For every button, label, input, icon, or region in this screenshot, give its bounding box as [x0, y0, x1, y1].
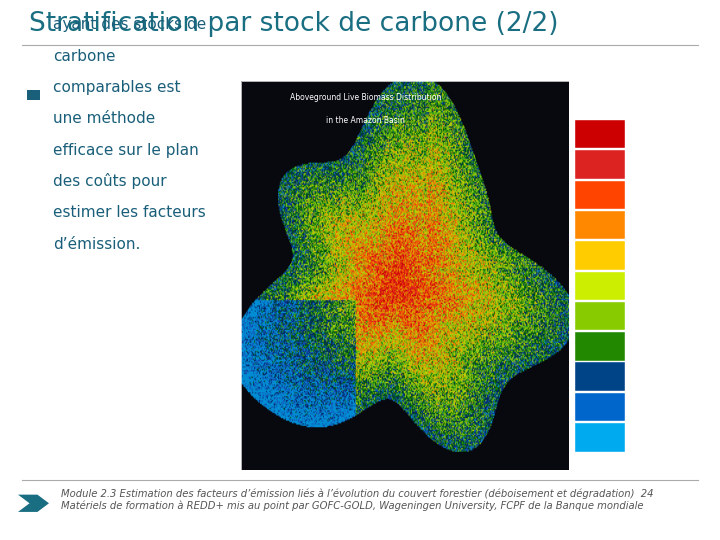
Text: 350-400: 350-400: [634, 404, 663, 410]
Text: couverts terrestres: couverts terrestres: [53, 0, 199, 1]
Text: carbone: carbone: [53, 49, 116, 64]
Text: Matériels de formation à REDD+ mis au point par GOFC-GOLD, Wageningen University: Matériels de formation à REDD+ mis au po…: [61, 501, 644, 511]
Text: des coûts pour: des coûts pour: [53, 173, 167, 190]
Text: Module 2.3 Estimation des facteurs d’émission liés à l’évolution du couvert fore: Module 2.3 Estimation des facteurs d’émi…: [61, 489, 654, 500]
Text: 250-300: 250-300: [634, 343, 663, 349]
Bar: [575, 423, 624, 451]
Bar: [575, 211, 624, 239]
Text: AGLB Mg/ha: AGLB Mg/ha: [575, 93, 622, 102]
Text: in the Amazon Basin: in the Amazon Basin: [326, 116, 405, 125]
Polygon shape: [18, 495, 49, 512]
Bar: [575, 241, 624, 269]
Bar: [575, 180, 624, 209]
Text: 200-250: 200-250: [634, 313, 662, 319]
Text: >400: >400: [634, 434, 653, 440]
Text: une méthode: une méthode: [53, 111, 156, 126]
Bar: [575, 150, 624, 179]
Text: ayant des stocks de: ayant des stocks de: [53, 17, 207, 32]
Bar: [575, 302, 624, 330]
Text: efficace sur le plan: efficace sur le plan: [53, 143, 199, 158]
Text: 25-50: 25-50: [634, 161, 654, 167]
Bar: [575, 393, 624, 421]
Text: Aboveground Live Biomass Distribution: Aboveground Live Biomass Distribution: [290, 93, 441, 102]
Bar: [575, 332, 624, 361]
Text: Stratification par stock de carbone (2/2): Stratification par stock de carbone (2/2…: [29, 11, 558, 37]
Text: comparables est: comparables est: [53, 80, 181, 95]
Bar: [575, 272, 624, 300]
Text: 75-100: 75-100: [634, 222, 659, 228]
Text: 100-150: 100-150: [634, 252, 663, 258]
Bar: [575, 362, 624, 391]
Text: 150-200: 150-200: [634, 283, 663, 289]
Bar: [575, 120, 624, 148]
Text: 300-350: 300-350: [634, 374, 663, 380]
Text: 0-25: 0-25: [634, 131, 649, 137]
Text: d’émission.: d’émission.: [53, 237, 140, 252]
Text: estimer les facteurs: estimer les facteurs: [53, 205, 206, 220]
Text: 50-75: 50-75: [634, 192, 654, 198]
Bar: [27, 90, 40, 100]
